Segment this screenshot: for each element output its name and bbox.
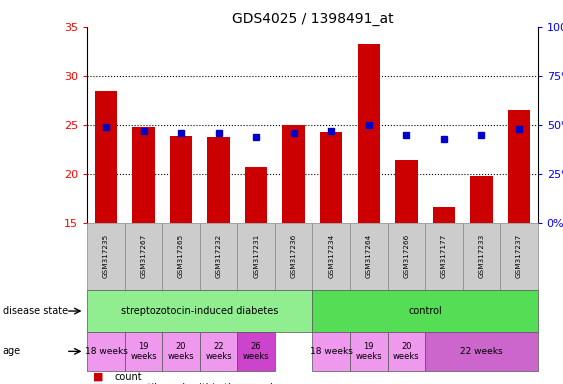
Bar [245, 167, 267, 223]
Bar [395, 160, 418, 223]
Text: 19
weeks: 19 weeks [355, 342, 382, 361]
Bar [132, 127, 155, 223]
Text: 22
weeks: 22 weeks [205, 342, 232, 361]
Text: 19
weeks: 19 weeks [130, 342, 157, 361]
Bar [95, 91, 117, 223]
Text: control: control [408, 306, 442, 316]
Text: GSM317235: GSM317235 [103, 234, 109, 278]
Text: GSM317232: GSM317232 [216, 234, 222, 278]
Text: 18 weeks: 18 weeks [310, 347, 352, 356]
Text: GSM317237: GSM317237 [516, 234, 522, 278]
Text: 18 weeks: 18 weeks [84, 347, 127, 356]
Bar [358, 43, 380, 223]
Text: 22 weeks: 22 weeks [460, 347, 503, 356]
Bar [207, 137, 230, 223]
Text: GSM317265: GSM317265 [178, 234, 184, 278]
Text: count: count [114, 372, 142, 382]
Text: GSM317234: GSM317234 [328, 234, 334, 278]
Text: disease state: disease state [3, 306, 68, 316]
Text: GSM317266: GSM317266 [403, 234, 409, 278]
Text: ■: ■ [93, 372, 104, 382]
Bar [508, 110, 530, 223]
Text: GSM317231: GSM317231 [253, 234, 259, 278]
Text: GSM317233: GSM317233 [479, 234, 484, 278]
Text: age: age [3, 346, 21, 356]
Bar [283, 125, 305, 223]
Bar [432, 207, 455, 223]
Bar [170, 136, 193, 223]
Bar [320, 132, 342, 223]
Text: GSM317236: GSM317236 [291, 234, 297, 278]
Text: 26
weeks: 26 weeks [243, 342, 270, 361]
Text: ■: ■ [93, 383, 104, 384]
Text: 20
weeks: 20 weeks [168, 342, 194, 361]
Text: streptozotocin-induced diabetes: streptozotocin-induced diabetes [121, 306, 279, 316]
Text: GSM317267: GSM317267 [141, 234, 146, 278]
Bar [470, 176, 493, 223]
Text: 20
weeks: 20 weeks [393, 342, 419, 361]
Text: percentile rank within the sample: percentile rank within the sample [114, 383, 279, 384]
Text: GSM317264: GSM317264 [366, 234, 372, 278]
Text: GDS4025 / 1398491_at: GDS4025 / 1398491_at [231, 12, 394, 25]
Text: GSM317177: GSM317177 [441, 234, 447, 278]
